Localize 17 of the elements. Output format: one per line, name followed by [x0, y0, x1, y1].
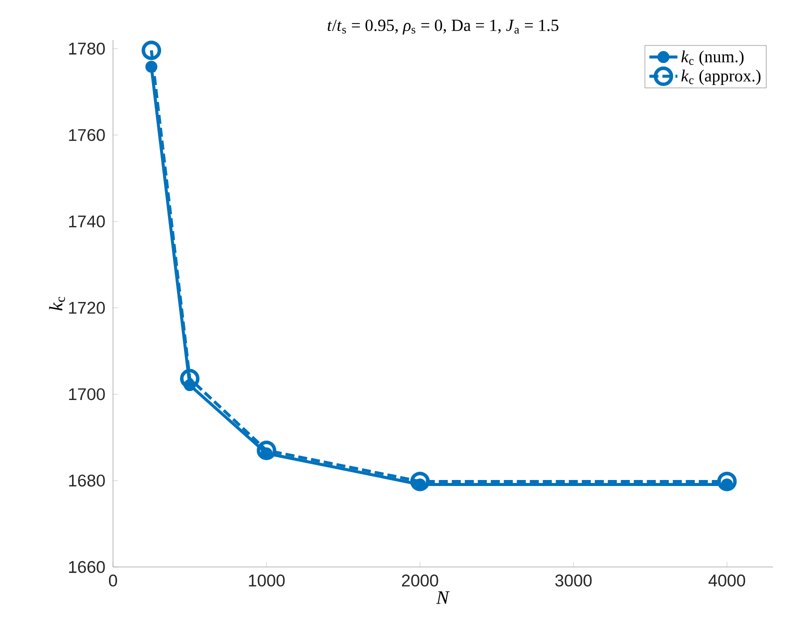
x-tick-label: 1000 [248, 574, 285, 586]
y-tick-label: 1720 [69, 302, 105, 314]
y-tick-label: 1780 [69, 42, 105, 55]
x-tick-label: 2000 [402, 574, 438, 586]
x-tick-label: 4000 [708, 574, 746, 586]
y-tick-label: 1740 [69, 215, 105, 228]
x-axis-title: N [436, 591, 450, 604]
y-tick-label: 1680 [69, 474, 105, 487]
chart-title: t/t$_{s}$ = 0.95, ρ$_{s}$ = 0, Da = 1, J$_{a}$ = 1.5 [328, 20, 558, 34]
y-tick-label: 1700 [69, 388, 105, 400]
y-tick-label: 1760 [69, 129, 105, 142]
x-tick-label: 3000 [555, 574, 592, 586]
y-axis-title: k$_{c}$ [49, 296, 65, 310]
x-tick-label: 0 [108, 574, 118, 586]
legend-label: k$_{c}$ (approx.) [681, 70, 760, 86]
y-tick-label: 1660 [69, 560, 105, 573]
legend-label: k$_{c}$ (num.) [681, 50, 744, 66]
